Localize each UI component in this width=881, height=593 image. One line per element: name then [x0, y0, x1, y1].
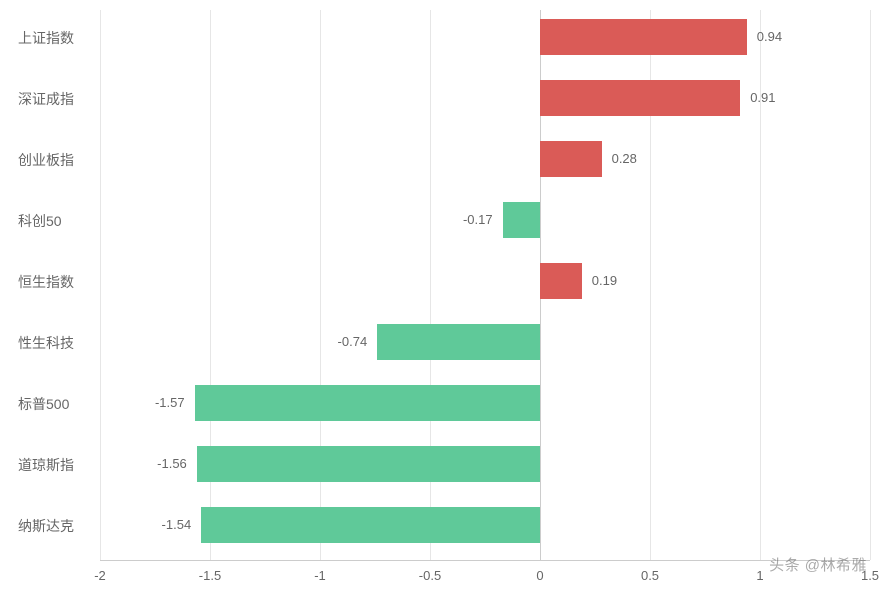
value-label: 0.91	[750, 90, 775, 105]
bar	[201, 507, 540, 543]
y-category-label: 恒生指数	[18, 272, 74, 292]
value-label: 0.28	[612, 151, 637, 166]
y-category-label: 科创50	[18, 211, 62, 231]
bar	[195, 385, 540, 421]
value-label: -1.57	[155, 395, 185, 410]
x-tick-label: -1.5	[199, 568, 221, 583]
bar	[197, 446, 540, 482]
x-axis-line	[100, 560, 870, 561]
grid-line	[100, 10, 101, 560]
y-category-label: 上证指数	[18, 28, 74, 48]
value-label: 0.19	[592, 273, 617, 288]
x-tick-label: 0	[536, 568, 543, 583]
bar	[540, 263, 582, 299]
y-category-label: 纳斯达克	[18, 516, 74, 536]
grid-line	[870, 10, 871, 560]
bar	[540, 141, 602, 177]
x-tick-label: -2	[94, 568, 106, 583]
bar	[540, 19, 747, 55]
bar	[540, 80, 740, 116]
value-label: -0.74	[338, 334, 368, 349]
value-label: -1.54	[162, 517, 192, 532]
x-tick-label: 0.5	[641, 568, 659, 583]
x-tick-label: 1	[756, 568, 763, 583]
y-category-label: 性生科技	[18, 333, 74, 353]
bar	[377, 324, 540, 360]
value-label: -1.56	[157, 456, 187, 471]
x-tick-label: -1	[314, 568, 326, 583]
value-label: -0.17	[463, 212, 493, 227]
y-category-label: 深证成指	[18, 89, 74, 109]
x-tick-label: -0.5	[419, 568, 441, 583]
watermark-text: 头条 @林希雅	[769, 554, 867, 575]
y-category-label: 标普500	[18, 394, 69, 414]
index-perf-bar-chart: -2-1.5-1-0.500.511.5上证指数0.94深证成指0.91创业板指…	[0, 0, 881, 593]
value-label: 0.94	[757, 29, 782, 44]
bar	[503, 202, 540, 238]
y-category-label: 创业板指	[18, 150, 74, 170]
y-category-label: 道琼斯指	[18, 455, 74, 475]
